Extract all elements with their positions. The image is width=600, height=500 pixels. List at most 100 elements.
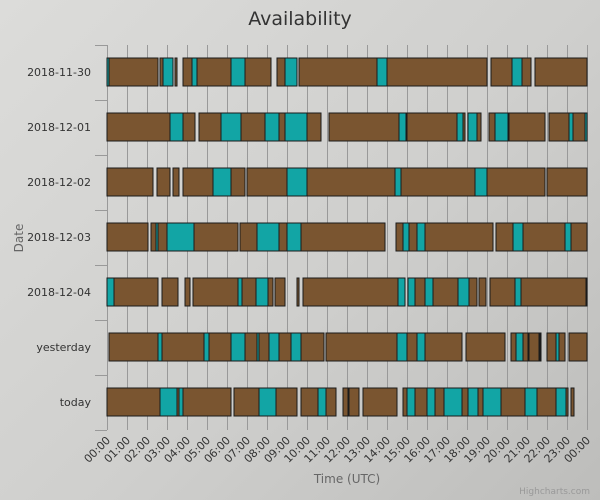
- unavailable-segment[interactable]: [564, 222, 572, 252]
- available-segment[interactable]: [306, 112, 322, 142]
- available-segment[interactable]: [486, 167, 546, 197]
- available-segment[interactable]: [161, 332, 205, 362]
- unavailable-segment[interactable]: [220, 112, 242, 142]
- available-segment[interactable]: [184, 277, 191, 307]
- unavailable-segment[interactable]: [284, 57, 298, 87]
- available-segment[interactable]: [528, 332, 540, 362]
- unavailable-segment[interactable]: [203, 332, 210, 362]
- available-segment[interactable]: [568, 332, 588, 362]
- unavailable-segment[interactable]: [467, 387, 479, 417]
- unavailable-segment[interactable]: [191, 57, 198, 87]
- unavailable-segment[interactable]: [416, 222, 426, 252]
- unavailable-segment[interactable]: [169, 112, 184, 142]
- unavailable-segment[interactable]: [397, 277, 406, 307]
- available-segment[interactable]: [275, 387, 298, 417]
- available-segment[interactable]: [434, 387, 445, 417]
- available-segment[interactable]: [478, 277, 487, 307]
- unavailable-segment[interactable]: [237, 277, 243, 307]
- unavailable-segment[interactable]: [584, 112, 588, 142]
- available-segment[interactable]: [534, 57, 588, 87]
- available-segment[interactable]: [106, 167, 154, 197]
- available-segment[interactable]: [414, 387, 428, 417]
- available-segment[interactable]: [536, 387, 557, 417]
- available-segment[interactable]: [546, 167, 588, 197]
- available-segment[interactable]: [489, 277, 516, 307]
- available-segment[interactable]: [300, 222, 386, 252]
- available-segment[interactable]: [244, 57, 272, 87]
- available-segment[interactable]: [476, 112, 482, 142]
- unavailable-segment[interactable]: [474, 167, 488, 197]
- unavailable-segment[interactable]: [155, 222, 159, 252]
- unavailable-segment[interactable]: [166, 222, 195, 252]
- available-segment[interactable]: [106, 112, 171, 142]
- unavailable-segment[interactable]: [264, 112, 280, 142]
- unavailable-segment[interactable]: [256, 222, 280, 252]
- available-segment[interactable]: [521, 57, 532, 87]
- available-segment[interactable]: [300, 332, 325, 362]
- unavailable-segment[interactable]: [159, 387, 178, 417]
- available-segment[interactable]: [298, 57, 378, 87]
- available-segment[interactable]: [192, 277, 239, 307]
- available-segment[interactable]: [278, 222, 288, 252]
- available-segment[interactable]: [258, 332, 270, 362]
- unavailable-segment[interactable]: [317, 387, 327, 417]
- unavailable-segment[interactable]: [286, 167, 308, 197]
- unavailable-segment[interactable]: [457, 277, 470, 307]
- unavailable-segment[interactable]: [268, 332, 280, 362]
- available-segment[interactable]: [558, 332, 566, 362]
- available-segment[interactable]: [406, 332, 418, 362]
- unavailable-segment[interactable]: [524, 387, 538, 417]
- available-segment[interactable]: [239, 222, 258, 252]
- available-segment[interactable]: [488, 112, 496, 142]
- available-segment[interactable]: [402, 387, 408, 417]
- unavailable-segment[interactable]: [555, 387, 567, 417]
- available-segment[interactable]: [230, 167, 246, 197]
- available-segment[interactable]: [572, 112, 586, 142]
- unavailable-segment[interactable]: [376, 57, 388, 87]
- unavailable-segment[interactable]: [230, 57, 246, 87]
- available-segment[interactable]: [113, 277, 159, 307]
- available-segment[interactable]: [208, 332, 232, 362]
- available-segment[interactable]: [408, 222, 418, 252]
- unavailable-segment[interactable]: [396, 332, 408, 362]
- unavailable-segment[interactable]: [424, 277, 434, 307]
- available-segment[interactable]: [520, 277, 587, 307]
- credits-link[interactable]: Highcharts.com: [519, 487, 590, 497]
- available-segment[interactable]: [424, 332, 463, 362]
- unavailable-segment[interactable]: [255, 277, 269, 307]
- available-segment[interactable]: [241, 277, 257, 307]
- available-segment[interactable]: [539, 332, 542, 362]
- available-segment[interactable]: [510, 332, 517, 362]
- unavailable-segment[interactable]: [230, 332, 246, 362]
- unavailable-segment[interactable]: [106, 277, 115, 307]
- available-segment[interactable]: [300, 387, 319, 417]
- available-segment[interactable]: [468, 277, 478, 307]
- available-segment[interactable]: [172, 167, 180, 197]
- available-segment[interactable]: [406, 112, 458, 142]
- unavailable-segment[interactable]: [162, 57, 174, 87]
- unavailable-segment[interactable]: [398, 112, 407, 142]
- available-segment[interactable]: [274, 277, 286, 307]
- available-segment[interactable]: [465, 332, 506, 362]
- unavailable-segment[interactable]: [290, 332, 302, 362]
- available-segment[interactable]: [296, 277, 300, 307]
- available-segment[interactable]: [157, 222, 168, 252]
- available-segment[interactable]: [193, 222, 239, 252]
- available-segment[interactable]: [246, 167, 288, 197]
- available-segment[interactable]: [570, 222, 588, 252]
- available-segment[interactable]: [325, 332, 398, 362]
- unavailable-segment[interactable]: [286, 222, 302, 252]
- available-segment[interactable]: [182, 57, 193, 87]
- unavailable-segment[interactable]: [106, 57, 110, 87]
- available-segment[interactable]: [267, 277, 274, 307]
- available-segment[interactable]: [306, 167, 396, 197]
- unavailable-segment[interactable]: [407, 277, 416, 307]
- available-segment[interactable]: [325, 387, 337, 417]
- unavailable-segment[interactable]: [514, 277, 522, 307]
- available-segment[interactable]: [386, 57, 488, 87]
- available-segment[interactable]: [106, 222, 149, 252]
- available-segment[interactable]: [233, 387, 260, 417]
- available-segment[interactable]: [276, 57, 286, 87]
- available-segment[interactable]: [156, 167, 171, 197]
- unavailable-segment[interactable]: [178, 387, 184, 417]
